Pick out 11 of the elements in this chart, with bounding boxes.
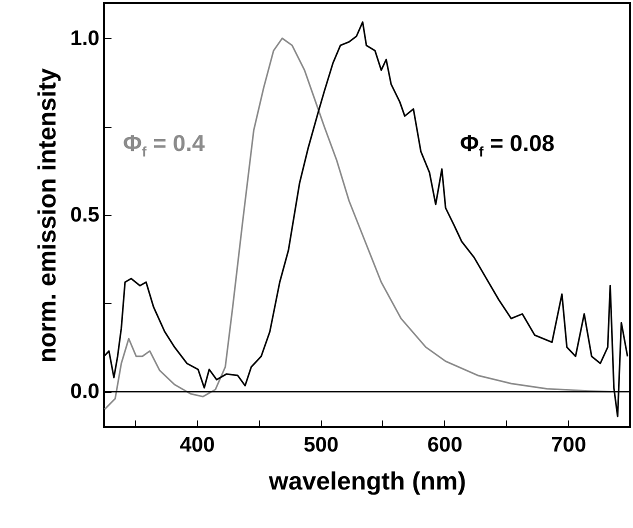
x-axis-title: wavelength (nm) [268,468,466,496]
series-label: Φ$_{f}$ = 0.4 [123,130,205,160]
x-tick-label: 500 [304,434,339,456]
series-label: Φ$_{f}$ = 0.08 [460,130,555,160]
y-tick-label: 0.5 [70,204,100,226]
x-tick-label: 700 [551,434,586,456]
x-tick-label: 400 [180,434,215,456]
y-tick-label: 1.0 [70,26,100,50]
y-tick-label: 0.0 [70,380,100,404]
y-axis-title: norm. emission intensity [33,68,62,363]
x-tick-label: 600 [427,434,462,456]
